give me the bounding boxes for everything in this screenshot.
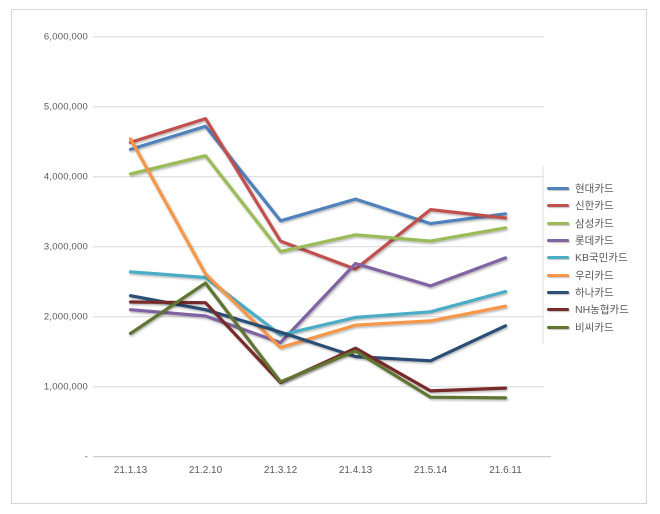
legend-label: KB국민카드: [575, 252, 628, 265]
series-line-KB국민카드: [128, 270, 508, 337]
series-line-신한카드: [128, 116, 508, 271]
x-tick-label: 21.1.13: [113, 465, 148, 476]
x-tick-label: 21.4.13: [338, 465, 373, 476]
legend-item-삼성카드: 삼성카드: [547, 215, 629, 232]
legend-line-swatch: [547, 239, 569, 243]
y-tick-label: 3,000,000: [43, 241, 88, 253]
y-tick-label: 6,000,000: [43, 31, 88, 43]
x-tick-label: 21.5.14: [413, 465, 448, 476]
x-tick-label: 21.3.12: [263, 465, 298, 476]
series-line-롯데카드: [128, 256, 508, 345]
y-tick-label: 4,000,000: [43, 171, 88, 183]
legend-item-비씨카드: 비씨카드: [547, 318, 629, 335]
legend-label: 삼성카드: [575, 217, 614, 230]
legend-item-NH농협카드: NH농협카드: [547, 301, 629, 318]
series-line-현대카드: [128, 124, 508, 226]
legend-item-KB국민카드: KB국민카드: [547, 249, 629, 266]
series-line-비씨카드: [128, 281, 508, 400]
x-tick-label: 21.2.10: [188, 465, 223, 476]
legend-label: 신한카드: [575, 200, 614, 213]
chart-frame: [11, 9, 647, 504]
legend-line-swatch: [547, 308, 569, 312]
legend-line-swatch: [547, 187, 569, 191]
y-tick-label: -: [84, 451, 88, 463]
legend-label: 우리카드: [575, 269, 614, 282]
legend-line-swatch: [547, 290, 569, 294]
legend-label: 현대카드: [575, 183, 614, 196]
legend-line-swatch: [547, 204, 569, 208]
series-line-하나카드: [128, 294, 508, 363]
x-tick-label: 21.6.11: [489, 465, 522, 476]
legend-line-swatch: [547, 256, 569, 260]
legend-item-우리카드: 우리카드: [547, 266, 629, 283]
series-line-우리카드: [128, 137, 508, 350]
y-tick-label: 2,000,000: [43, 311, 88, 323]
series-line-삼성카드: [128, 154, 508, 254]
legend-line-swatch: [547, 325, 569, 329]
legend-label: 비씨카드: [575, 321, 614, 334]
legend-label: 롯데카드: [575, 235, 614, 248]
y-tick-label: 1,000,000: [43, 381, 88, 393]
legend-line-swatch: [547, 221, 569, 225]
y-tick-label: 5,000,000: [43, 101, 88, 113]
legend-item-신한카드: 신한카드: [547, 197, 629, 214]
legend-item-롯데카드: 롯데카드: [547, 232, 629, 249]
legend-line-swatch: [547, 273, 569, 277]
legend-label: 하나카드: [575, 286, 614, 299]
legend-item-현대카드: 현대카드: [547, 180, 629, 197]
legend-item-하나카드: 하나카드: [547, 284, 629, 301]
legend-label: NH농협카드: [575, 304, 629, 317]
